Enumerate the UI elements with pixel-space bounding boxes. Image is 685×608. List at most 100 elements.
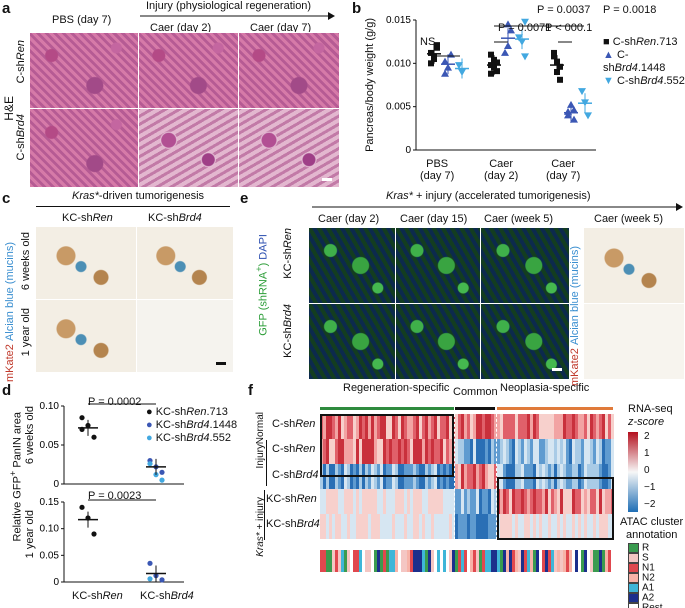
heatmap-cell bbox=[518, 489, 521, 514]
heatmap-cell bbox=[341, 414, 344, 439]
atac-cell bbox=[347, 550, 350, 572]
heatmap-cell bbox=[497, 414, 500, 439]
scale-bar-c bbox=[216, 362, 226, 365]
heatmap-cell bbox=[377, 439, 380, 464]
heatmap-cell bbox=[377, 489, 380, 514]
data-point bbox=[79, 504, 85, 510]
heatmap-cell bbox=[419, 414, 422, 439]
heatmap-cell bbox=[461, 464, 464, 489]
panel-f-box-neo bbox=[497, 477, 614, 540]
heatmap-cell bbox=[332, 439, 335, 464]
heatmap-cell bbox=[374, 489, 377, 514]
heatmap-cell bbox=[593, 489, 596, 514]
heatmap-cell bbox=[581, 514, 584, 539]
heatmap-cell bbox=[521, 439, 524, 464]
heatmap-cell bbox=[554, 489, 557, 514]
panel-e-col-d15: Caer (day 15) bbox=[400, 213, 468, 225]
atac-cell bbox=[512, 550, 515, 572]
heatmap-cell bbox=[347, 439, 350, 464]
heatmap-cell bbox=[356, 489, 359, 514]
heatmap-cell bbox=[524, 414, 527, 439]
heatmap-cell bbox=[380, 439, 383, 464]
heatmap-cell bbox=[524, 439, 527, 464]
heatmap-cell bbox=[455, 464, 458, 489]
heatmap-cell bbox=[395, 489, 398, 514]
atac-cell bbox=[428, 550, 431, 572]
heatmap-cell bbox=[329, 514, 332, 539]
atac-cell bbox=[566, 550, 569, 572]
heatmap-cell bbox=[530, 414, 533, 439]
heatmap-cell bbox=[518, 439, 521, 464]
data-point bbox=[551, 49, 557, 56]
heatmap-cell bbox=[509, 489, 512, 514]
heatmap-cell bbox=[344, 514, 347, 539]
heatmap-cell bbox=[467, 514, 470, 539]
heatmap-cell bbox=[452, 514, 455, 539]
heatmap-cell bbox=[428, 439, 431, 464]
atac-cell bbox=[518, 550, 521, 572]
heatmap-cell bbox=[464, 489, 467, 514]
atac-cell bbox=[398, 550, 401, 572]
data-point bbox=[515, 34, 523, 42]
heatmap-cell bbox=[593, 439, 596, 464]
atac-cell bbox=[527, 550, 530, 572]
panel-f-bracket-injury bbox=[266, 440, 267, 486]
heatmap-cell bbox=[452, 489, 455, 514]
heatmap-cell bbox=[323, 514, 326, 539]
panel-f-atac-title2: annotation bbox=[626, 529, 678, 541]
data-point bbox=[147, 560, 153, 566]
heatmap-cell bbox=[554, 464, 557, 489]
data-point bbox=[434, 42, 440, 49]
heatmap-cell bbox=[416, 514, 419, 539]
heatmap-cell bbox=[473, 514, 476, 539]
data-point bbox=[521, 53, 529, 61]
heatmap-cell bbox=[410, 489, 413, 514]
heatmap-cell bbox=[404, 414, 407, 439]
atac-legend-item: N1 bbox=[628, 563, 663, 573]
panel-f-group-normal: Normal bbox=[255, 412, 266, 445]
heatmap-cell bbox=[557, 514, 560, 539]
panel-b-xlabel-pbs: PBS (day 7) bbox=[420, 158, 455, 182]
panel-c-header-rule bbox=[36, 206, 230, 207]
data-point bbox=[159, 469, 165, 475]
heatmap-cell bbox=[584, 464, 587, 489]
micrograph-he-d2-ren bbox=[138, 32, 239, 109]
panel-f-section-neo: Neoplasia-specific bbox=[500, 382, 590, 394]
heatmap-cell bbox=[506, 439, 509, 464]
atac-legend-swatch bbox=[628, 603, 639, 608]
atac-legend-item: A1 bbox=[628, 583, 663, 593]
atac-cell bbox=[563, 550, 566, 572]
heatmap-cell bbox=[341, 439, 344, 464]
heatmap-cell bbox=[449, 439, 452, 464]
heatmap-cell bbox=[359, 414, 362, 439]
atac-cell bbox=[434, 550, 437, 572]
panel-b-ylabel: Pancreas/body weight (g/g) bbox=[364, 18, 376, 152]
heatmap-cell bbox=[500, 414, 503, 439]
heatmap-cell bbox=[542, 489, 545, 514]
panel-f-row-5: KC-shBrd4 bbox=[266, 518, 320, 530]
panel-d-chart: 0 0.05 0.10 0 0.05 0.10 0.15 bbox=[40, 401, 184, 586]
atac-cell bbox=[335, 550, 338, 572]
heatmap-cell bbox=[518, 464, 521, 489]
heatmap-cell bbox=[572, 489, 575, 514]
heatmap-cell bbox=[584, 489, 587, 514]
heatmap-cell bbox=[491, 414, 494, 439]
heatmap-cell bbox=[548, 514, 551, 539]
panel-f-label: f bbox=[248, 382, 253, 399]
heatmap-cell bbox=[587, 439, 590, 464]
heatmap-cell bbox=[593, 414, 596, 439]
atac-cell bbox=[329, 550, 332, 572]
heatmap-cell bbox=[398, 414, 401, 439]
heatmap-cell bbox=[488, 414, 491, 439]
heatmap-cell bbox=[386, 489, 389, 514]
heatmap-cell bbox=[509, 414, 512, 439]
heatmap-cell bbox=[542, 439, 545, 464]
heatmap-cell bbox=[326, 439, 329, 464]
heatmap-cell bbox=[533, 489, 536, 514]
heatmap-cell bbox=[482, 464, 485, 489]
heatmap-cell bbox=[320, 514, 323, 539]
heatmap-cell bbox=[560, 489, 563, 514]
heatmap-cell bbox=[425, 414, 428, 439]
panel-f-section-common: Common bbox=[453, 386, 498, 398]
